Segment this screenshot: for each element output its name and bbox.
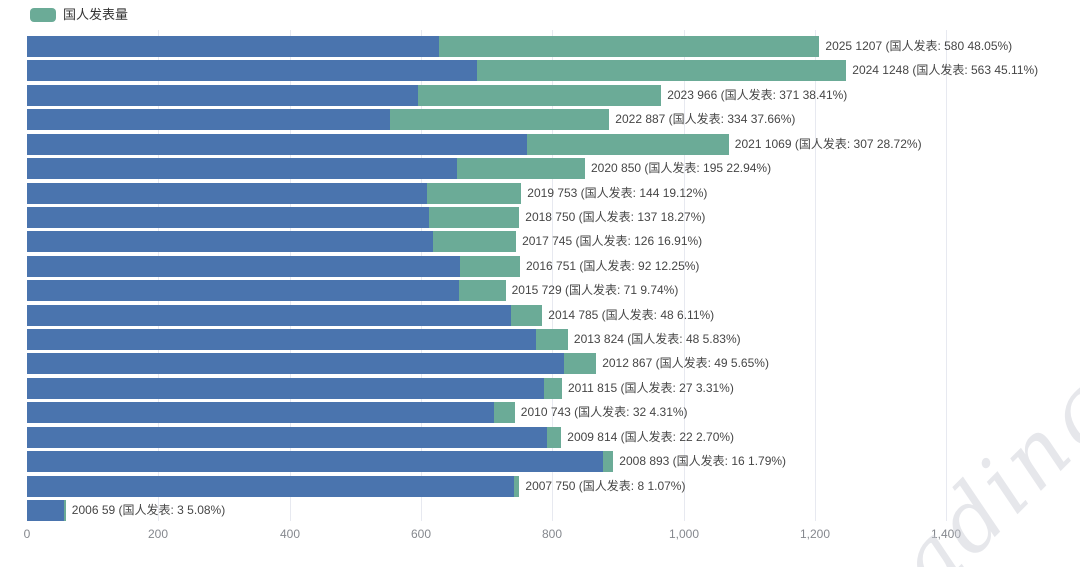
bar-national-segment[interactable]: [433, 231, 517, 252]
legend-item-national-publications[interactable]: 国人发表量: [30, 6, 128, 24]
bar-label: 2016 751 (国人发表: 92 12.25%): [525, 259, 700, 273]
bar-national-segment[interactable]: [426, 183, 522, 204]
bar-row: 2016 751 (国人发表: 92 12.25%): [27, 256, 699, 277]
gridline: [946, 30, 947, 521]
bar-label: 2025 1207 (国人发表: 580 48.05%): [825, 39, 1013, 53]
bar-national-segment[interactable]: [544, 378, 562, 399]
bar-national-segment[interactable]: [514, 476, 520, 497]
bar-total-segment[interactable]: [27, 329, 537, 350]
bar-national-segment[interactable]: [417, 85, 662, 106]
bar-total-segment[interactable]: [27, 427, 547, 448]
bar-total-segment[interactable]: [27, 476, 515, 497]
bar-label: 2012 867 (国人发表: 49 5.65%): [602, 356, 769, 370]
bar-row: 2022 887 (国人发表: 334 37.66%): [27, 109, 795, 130]
x-axis-tick-label: 0: [23, 527, 31, 541]
bar-label: 2019 753 (国人发表: 144 19.12%): [527, 186, 708, 200]
bar-national-segment[interactable]: [438, 36, 820, 57]
bar-label: 2014 785 (国人发表: 48 6.11%): [548, 308, 715, 322]
x-axis-tick-label: 1,200: [799, 527, 831, 541]
bar-national-segment[interactable]: [457, 158, 585, 179]
bar-row: 2012 867 (国人发表: 49 5.65%): [27, 353, 769, 374]
gridline: [684, 30, 685, 521]
bar-total-segment[interactable]: [27, 109, 390, 130]
bar-national-segment[interactable]: [546, 427, 562, 448]
bar-total-segment[interactable]: [27, 134, 528, 155]
bar-row: 2006 59 (国人发表: 3 5.08%): [27, 500, 225, 521]
bar-national-segment[interactable]: [510, 305, 543, 326]
bar-label: 2010 743 (国人发表: 32 4.31%): [520, 405, 688, 419]
x-axis-tick-label: 1,400: [930, 527, 962, 541]
bar-label: 2007 750 (国人发表: 8 1.07%): [525, 479, 686, 493]
bar-national-segment[interactable]: [63, 500, 66, 521]
bar-national-segment[interactable]: [602, 451, 614, 472]
bar-total-segment[interactable]: [27, 280, 459, 301]
bar-row: 2014 785 (国人发表: 48 6.11%): [27, 305, 714, 326]
bar-row: 2015 729 (国人发表: 71 9.74%): [27, 280, 678, 301]
bar-label: 2021 1069 (国人发表: 307 28.72%): [734, 137, 922, 151]
bar-row: 2019 753 (国人发表: 144 19.12%): [27, 183, 707, 204]
bar-row: 2009 814 (国人发表: 22 2.70%): [27, 427, 734, 448]
bar-total-segment[interactable]: [27, 36, 439, 57]
bar-row: 2025 1207 (国人发表: 580 48.05%): [27, 36, 1012, 57]
bar-label: 2015 729 (国人发表: 71 9.74%): [511, 283, 679, 297]
bar-row: 2020 850 (国人发表: 195 22.94%): [27, 158, 771, 179]
bar-label: 2006 59 (国人发表: 3 5.08%): [71, 503, 226, 517]
bar-row: 2007 750 (国人发表: 8 1.07%): [27, 476, 685, 497]
x-axis-tick-label: 400: [279, 527, 301, 541]
bar-total-segment[interactable]: [27, 353, 564, 374]
bar-national-segment[interactable]: [564, 353, 597, 374]
bar-row: 2011 815 (国人发表: 27 3.31%): [27, 378, 734, 399]
bar-label: 2017 745 (国人发表: 126 16.91%): [522, 234, 703, 248]
bar-row: 2008 893 (国人发表: 16 1.79%): [27, 451, 786, 472]
bar-national-segment[interactable]: [459, 256, 520, 277]
bar-label: 2018 750 (国人发表: 137 18.27%): [525, 210, 706, 224]
bar-row: 2023 966 (国人发表: 371 38.41%): [27, 85, 847, 106]
bar-row: 2024 1248 (国人发表: 563 45.11%): [27, 60, 1038, 81]
bar-total-segment[interactable]: [27, 402, 494, 423]
bar-row: 2017 745 (国人发表: 126 16.91%): [27, 231, 702, 252]
bar-total-segment[interactable]: [27, 85, 418, 106]
bar-label: 2023 966 (国人发表: 371 38.41%): [667, 88, 848, 102]
bar-row: 2021 1069 (国人发表: 307 28.72%): [27, 134, 922, 155]
bar-national-segment[interactable]: [476, 60, 847, 81]
bar-label: 2013 824 (国人发表: 48 5.83%): [573, 332, 741, 346]
bar-national-segment[interactable]: [390, 109, 610, 130]
legend-label: 国人发表量: [63, 7, 129, 22]
x-axis-tick-label: 1,000: [668, 527, 700, 541]
bar-total-segment[interactable]: [27, 451, 603, 472]
bar-row: 2018 750 (国人发表: 137 18.27%): [27, 207, 705, 228]
bar-label: 2011 815 (国人发表: 27 3.31%): [567, 381, 734, 395]
x-axis-tick-label: 200: [147, 527, 169, 541]
bar-national-segment[interactable]: [527, 134, 729, 155]
bar-total-segment[interactable]: [27, 60, 477, 81]
bar-national-segment[interactable]: [429, 207, 520, 228]
bar-total-segment[interactable]: [27, 305, 511, 326]
bar-label: 2008 893 (国人发表: 16 1.79%): [619, 454, 787, 468]
gridline: [815, 30, 816, 521]
bar-national-segment[interactable]: [493, 402, 515, 423]
x-axis-tick-label: 600: [410, 527, 432, 541]
bar-total-segment[interactable]: [27, 231, 434, 252]
x-axis-tick-label: 800: [541, 527, 563, 541]
bar-total-segment[interactable]: [27, 207, 430, 228]
bar-total-segment[interactable]: [27, 183, 427, 204]
bar-total-segment[interactable]: [27, 378, 545, 399]
bar-row: 2010 743 (国人发表: 32 4.31%): [27, 402, 688, 423]
legend-swatch-icon: [30, 8, 56, 22]
bar-label: 2009 814 (国人发表: 22 2.70%): [567, 430, 735, 444]
bar-national-segment[interactable]: [536, 329, 568, 350]
bar-label: 2020 850 (国人发表: 195 22.94%): [591, 161, 772, 175]
bar-national-segment[interactable]: [459, 280, 506, 301]
bar-label: 2022 887 (国人发表: 334 37.66%): [615, 112, 796, 126]
bar-total-segment[interactable]: [27, 256, 460, 277]
bar-total-segment[interactable]: [27, 500, 64, 521]
gridline: [552, 30, 553, 521]
bar-total-segment[interactable]: [27, 158, 457, 179]
bar-label: 2024 1248 (国人发表: 563 45.11%): [852, 63, 1039, 77]
bar-row: 2013 824 (国人发表: 48 5.83%): [27, 329, 741, 350]
